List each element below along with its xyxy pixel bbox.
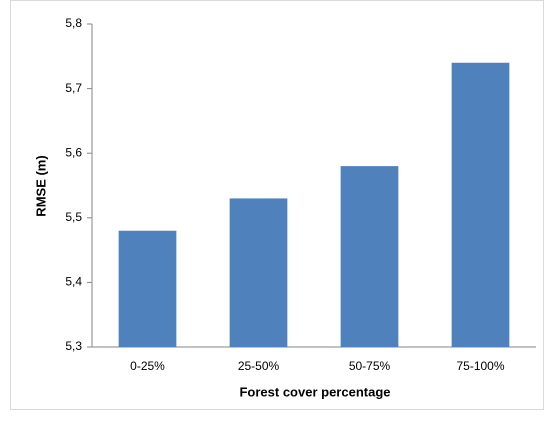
y-tick-label: 5,8 [65,16,82,30]
x-axis-title: Forest cover percentage [239,384,390,399]
x-tick-label: 75-100% [456,359,504,373]
x-tick-label: 25-50% [238,359,280,373]
y-tick-label: 5,3 [65,339,82,353]
bar [340,166,399,347]
bar [451,62,510,347]
y-tick-label: 5,7 [65,81,82,95]
bar [118,230,177,347]
x-tick-label: 50-75% [349,359,391,373]
bar [229,198,288,347]
y-tick-label: 5,6 [65,145,82,159]
y-axis-title: RMSE (m) [33,155,48,216]
y-tick-label: 5,5 [65,210,82,224]
y-tick-label: 5,4 [65,275,82,289]
x-tick-label: 0-25% [130,359,165,373]
